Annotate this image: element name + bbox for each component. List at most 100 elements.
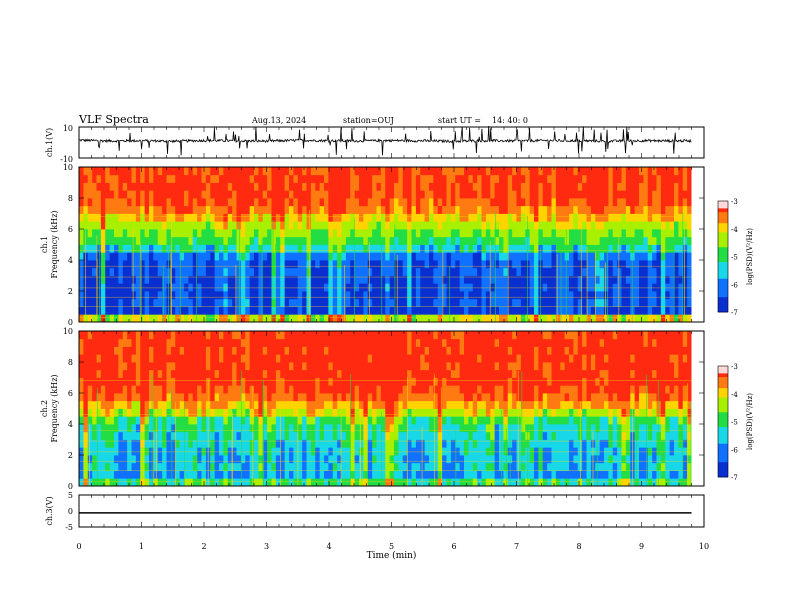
spectrogram-cell xyxy=(621,416,627,425)
spectrogram-cell xyxy=(464,198,469,207)
spectrogram-cell xyxy=(127,205,132,214)
spectrogram-cell xyxy=(520,252,526,261)
spectrogram-cell xyxy=(590,291,596,300)
spectrogram-cell xyxy=(127,174,132,183)
spectrogram-cell xyxy=(170,205,176,214)
spectrogram-cell xyxy=(481,306,487,315)
spectrogram-cell xyxy=(205,283,211,292)
spectrogram-cell xyxy=(245,393,251,402)
spectrogram-cell xyxy=(118,408,124,417)
spectrogram-cell xyxy=(464,213,469,222)
spectrogram-cell xyxy=(542,431,548,440)
spectrogram-cell xyxy=(262,190,268,199)
spectrogram-cell xyxy=(512,260,517,269)
spectrogram-cell xyxy=(162,478,167,487)
spectrogram-cell xyxy=(131,236,137,245)
spectrogram-cell xyxy=(380,478,386,487)
spectrogram-cell xyxy=(643,306,649,315)
spectrogram-cell xyxy=(634,252,640,261)
spectrogram-cell xyxy=(586,470,592,479)
spectrogram-cell xyxy=(341,252,347,261)
spectrogram-cell xyxy=(420,244,426,253)
spectrogram-cell xyxy=(507,252,513,261)
spectrogram-cell xyxy=(551,244,557,253)
spectrogram-cell xyxy=(214,244,220,253)
spectrogram-cell xyxy=(481,447,487,456)
spectrogram-cell xyxy=(79,182,84,191)
spectrogram-cell xyxy=(192,167,198,176)
spectrogram-cell xyxy=(534,431,539,440)
spectrogram-cell xyxy=(639,400,644,409)
spectrogram-cell xyxy=(376,393,382,402)
spectrogram-cell xyxy=(83,424,89,433)
spectrogram-cell xyxy=(367,267,373,276)
spectrogram-cell xyxy=(280,182,286,191)
spectrogram-cell xyxy=(258,190,264,199)
spectrogram-cell xyxy=(350,377,356,386)
spectrogram-cell xyxy=(682,267,688,276)
spectrogram-cell xyxy=(144,447,150,456)
spectrogram-cell xyxy=(402,408,408,417)
spectrogram-cell xyxy=(612,205,618,214)
spectrogram-cell xyxy=(184,385,189,394)
spectrogram-cell xyxy=(450,198,456,207)
spectrogram-cell xyxy=(394,447,399,456)
spectrogram-cell xyxy=(223,416,229,425)
spectrogram-cell xyxy=(219,244,224,253)
spectrogram-cell xyxy=(437,447,443,456)
spectrogram-cell xyxy=(687,182,692,191)
spectrogram-cell xyxy=(577,190,583,199)
spectrogram-cell xyxy=(590,190,596,199)
spectrogram-cell xyxy=(590,283,596,292)
spectrogram-cell xyxy=(407,408,412,417)
spectrogram-cell xyxy=(551,416,557,425)
spectrogram-cell xyxy=(669,393,675,402)
spectrogram-cell xyxy=(280,439,286,448)
spectrogram-cell xyxy=(415,167,421,176)
spectrogram-cell xyxy=(105,244,111,253)
spectrogram-cell xyxy=(302,221,307,230)
spectrogram-cell xyxy=(604,455,609,464)
spectrogram-cell xyxy=(188,283,194,292)
spectrogram-cell xyxy=(459,447,465,456)
spectrogram-cell xyxy=(175,236,181,245)
spectrogram-cell xyxy=(429,174,434,183)
spectrogram-cell xyxy=(669,213,675,222)
spectrogram-cell xyxy=(407,439,412,448)
spectrogram-cell xyxy=(665,267,671,276)
spectrogram-cell xyxy=(429,221,434,230)
spectrogram-cell xyxy=(144,408,150,417)
spectrogram-cell xyxy=(389,431,395,440)
spectrogram-cell xyxy=(315,244,321,253)
spectrogram-cell xyxy=(429,267,434,276)
spectrogram-cell xyxy=(433,314,439,323)
spectrogram-cell xyxy=(324,267,329,276)
spectrogram-cell xyxy=(324,462,329,471)
spectrogram-cell xyxy=(114,275,119,284)
spectrogram-cell xyxy=(201,291,207,300)
spectrogram-cell xyxy=(394,213,399,222)
spectrogram-cell xyxy=(232,408,237,417)
spectrogram-cell xyxy=(547,393,552,402)
spectrogram-cell xyxy=(227,377,233,386)
spectrogram-cell xyxy=(595,408,601,417)
spectrogram-cell xyxy=(525,400,531,409)
spectrogram-cell xyxy=(582,291,587,300)
spectrogram-cell xyxy=(271,385,277,394)
spectrogram-cell xyxy=(630,260,636,269)
spectrogram-cell xyxy=(560,306,566,315)
spectrogram-gap xyxy=(691,167,704,322)
spectrogram-cell xyxy=(324,400,329,409)
station-label: station=OUJ xyxy=(343,116,394,125)
spectrogram-cell xyxy=(341,244,347,253)
spectrogram-cell xyxy=(402,236,408,245)
spectrogram-cell xyxy=(275,416,281,425)
spectrogram-cell xyxy=(411,400,417,409)
spectrogram-cell xyxy=(114,221,119,230)
spectrogram-cell xyxy=(140,252,146,261)
spectrogram-cell xyxy=(372,244,377,253)
spectrogram-cell xyxy=(135,416,141,425)
spectrogram-cell xyxy=(262,393,268,402)
spectrogram-cell xyxy=(79,447,84,456)
spectrogram-cell xyxy=(407,167,412,176)
